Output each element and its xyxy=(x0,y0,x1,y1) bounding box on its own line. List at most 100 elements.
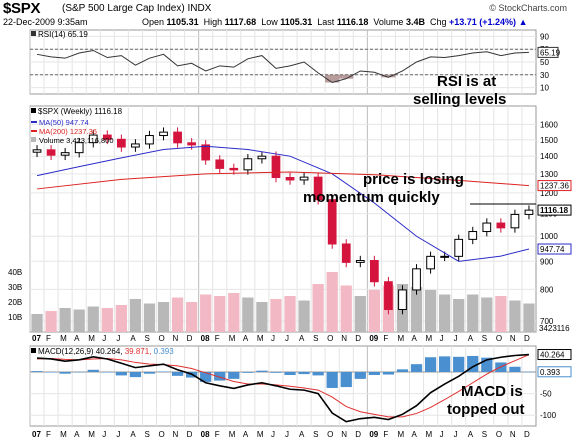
rsi-oversold-fill xyxy=(325,74,340,83)
axis-month-top: J xyxy=(440,334,444,343)
axis-month-top: A xyxy=(74,334,80,343)
ma200-last-label: 1237.36 xyxy=(540,182,569,191)
chart-security-name: (S&P 500 Large Cap Index) INDX xyxy=(62,3,212,14)
macd-histogram-bar xyxy=(382,371,395,375)
ma200-line xyxy=(36,171,530,190)
chg-label: Chg xyxy=(429,17,447,27)
candle-body xyxy=(496,222,506,229)
macd-histogram-bar xyxy=(453,356,465,372)
macd-legend: MACD(12,26,9) 40.264, 39.871, 0.393 xyxy=(38,347,174,356)
macd-tick-label: -50 xyxy=(540,390,552,399)
macd-histogram-bar xyxy=(59,371,71,374)
volume-bar xyxy=(256,302,268,332)
volume-bar xyxy=(368,290,380,332)
ma50-last-label: 947.74 xyxy=(540,245,565,254)
volume-bar xyxy=(284,296,296,332)
axis-month-bottom: 07 xyxy=(32,430,41,439)
axis-month-top: F xyxy=(46,334,51,343)
axis-month-top: S xyxy=(313,334,318,343)
panel-legends: RSI(14) 65.19 $SPX (Weekly) 1116.18 MA(50)… xyxy=(31,30,174,356)
volume-bar xyxy=(31,314,43,332)
macd-legend-value: 40.264, xyxy=(96,347,125,356)
macd-last-label: 40.264 xyxy=(540,351,565,360)
axis-month-bottom: M xyxy=(397,430,404,439)
candle-body xyxy=(145,135,154,145)
volume-bar xyxy=(101,308,113,332)
axis-month-bottom: M xyxy=(426,430,433,439)
axis-month-top: A xyxy=(412,334,418,343)
macd-histogram-bar xyxy=(157,371,170,373)
rsi-annotation-line2: selling levels xyxy=(413,91,506,108)
macd-histogram-bar xyxy=(523,371,535,373)
axis-month-top: M xyxy=(60,334,67,343)
axis-month-bottom: J xyxy=(440,430,444,439)
candle-body xyxy=(102,134,112,140)
axis-month-bottom: F xyxy=(46,430,51,439)
axis-month-bottom: D xyxy=(524,430,530,439)
price-tick-label: 1000 xyxy=(540,232,558,241)
high-value: 1117.68 xyxy=(224,17,257,27)
axis-month-top: 08 xyxy=(201,334,210,343)
volume-last-label: 3423116 xyxy=(539,324,570,333)
axis-month-top: J xyxy=(271,334,275,343)
price-tick-label: 700 xyxy=(540,317,554,326)
axis-month-bottom: F xyxy=(383,430,388,439)
macd-histogram-bar xyxy=(101,371,113,373)
macd-signal-line xyxy=(37,354,530,418)
macd-histogram-bar xyxy=(509,366,521,372)
axis-month-top: J xyxy=(102,334,106,343)
axis-month-bottom: J xyxy=(102,430,106,439)
volume-bar xyxy=(424,290,437,332)
axis-month-top: A xyxy=(468,334,474,343)
volume-legend-swatch xyxy=(31,137,36,142)
open-label: Open xyxy=(142,17,165,27)
macd-histogram-bar xyxy=(284,371,296,375)
volume-bar xyxy=(228,293,240,332)
axis-month-bottom: J xyxy=(116,430,120,439)
candle-body xyxy=(173,131,182,144)
candle-body xyxy=(88,134,98,144)
macd-histogram-bar xyxy=(171,371,184,376)
price-tick-label: 900 xyxy=(540,257,554,266)
macd-histogram-bar xyxy=(439,356,451,372)
candle-body xyxy=(159,131,168,137)
price-annotation-line2: momentum quickly xyxy=(303,189,440,206)
axis-month-top: N xyxy=(510,334,516,343)
volume-bar xyxy=(481,297,493,332)
macd-legend-name: MACD(12,26,9) xyxy=(38,347,96,356)
axis-month-top: O xyxy=(327,334,333,343)
macd-last-box xyxy=(537,349,572,361)
price-tick-label: 800 xyxy=(540,285,554,294)
volume-bar xyxy=(453,299,465,332)
macd-histogram-bar xyxy=(298,371,310,375)
candle-body xyxy=(257,155,267,160)
volume-bar xyxy=(439,294,451,332)
last-label: Last xyxy=(317,17,335,27)
volume-bar xyxy=(354,296,366,332)
volume-bar xyxy=(157,302,170,332)
low-label: Low xyxy=(261,17,278,27)
stockcharts-brand: © StockCharts.com xyxy=(489,3,567,13)
axis-month-top: D xyxy=(524,334,530,343)
candle-body xyxy=(313,176,323,201)
volume-label: Volume xyxy=(373,17,404,27)
rsi-tick-label: 10 xyxy=(540,84,549,93)
candle-body xyxy=(74,142,84,154)
macd-histogram-bar xyxy=(481,357,493,372)
volume-bar xyxy=(467,294,479,332)
candle-body xyxy=(215,159,225,169)
price-tick-label: 1500 xyxy=(540,136,558,145)
macd-histogram-bar xyxy=(326,371,338,388)
axis-month-top: F xyxy=(383,334,388,343)
price-last-label: 1116.18 xyxy=(540,206,569,215)
axis-month-bottom: D xyxy=(355,430,361,439)
candle-body xyxy=(229,167,239,171)
axis-month-top: D xyxy=(355,334,361,343)
candle-body xyxy=(440,255,450,258)
rsi-oversold-fill xyxy=(339,74,354,79)
axis-month-bottom: 08 xyxy=(201,430,210,439)
axis-month-top: D xyxy=(187,334,193,343)
axis-month-bottom: M xyxy=(229,430,236,439)
ma50-line xyxy=(36,145,530,262)
